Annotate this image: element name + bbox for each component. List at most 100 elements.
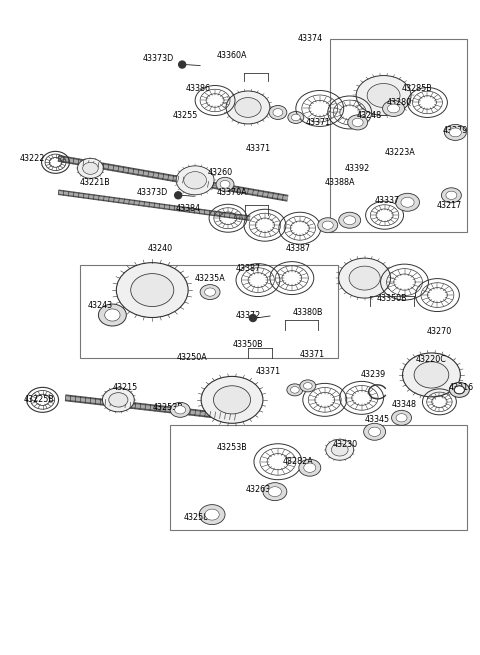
Circle shape [250, 314, 256, 322]
Ellipse shape [442, 188, 461, 203]
Ellipse shape [318, 217, 338, 233]
Ellipse shape [449, 383, 469, 398]
Text: 43371: 43371 [305, 118, 330, 127]
Ellipse shape [269, 105, 287, 119]
Ellipse shape [105, 309, 120, 321]
Text: 43373D: 43373D [137, 188, 168, 196]
Ellipse shape [205, 509, 219, 520]
Ellipse shape [214, 386, 251, 414]
Ellipse shape [344, 216, 356, 225]
Text: 43223A: 43223A [384, 148, 415, 157]
Ellipse shape [303, 383, 312, 389]
Text: 43370A: 43370A [216, 188, 247, 196]
Ellipse shape [449, 128, 461, 137]
Text: 43243: 43243 [88, 301, 113, 310]
Text: 43380B: 43380B [292, 308, 323, 316]
Text: 43215: 43215 [113, 383, 138, 392]
Ellipse shape [291, 114, 300, 121]
Ellipse shape [184, 172, 206, 189]
Ellipse shape [201, 377, 263, 423]
Ellipse shape [339, 258, 391, 298]
Text: 43239: 43239 [361, 370, 386, 379]
Text: 43387: 43387 [235, 263, 261, 272]
Ellipse shape [454, 386, 465, 394]
Ellipse shape [401, 197, 414, 207]
Ellipse shape [290, 386, 299, 393]
Text: 43280: 43280 [387, 98, 412, 107]
Ellipse shape [444, 124, 467, 140]
Text: 43270: 43270 [427, 328, 452, 337]
Text: 43387: 43387 [285, 244, 311, 253]
Ellipse shape [348, 115, 368, 130]
Text: 43217: 43217 [437, 201, 462, 210]
Text: 43384: 43384 [176, 204, 201, 213]
Text: 43337: 43337 [375, 196, 400, 205]
Text: 43392: 43392 [345, 164, 370, 173]
Text: 43222: 43222 [20, 154, 45, 163]
Ellipse shape [392, 410, 411, 425]
Text: 43230: 43230 [332, 440, 357, 449]
Ellipse shape [226, 91, 270, 124]
Ellipse shape [383, 100, 405, 117]
Ellipse shape [109, 392, 128, 407]
Ellipse shape [299, 459, 321, 476]
Text: 43373D: 43373D [143, 54, 174, 63]
Ellipse shape [102, 388, 134, 412]
Ellipse shape [77, 159, 103, 178]
Text: 43220C: 43220C [416, 356, 447, 364]
Ellipse shape [220, 181, 230, 188]
Text: 43255: 43255 [172, 111, 198, 120]
Text: 43388A: 43388A [324, 178, 355, 187]
Text: 43285B: 43285B [402, 84, 433, 93]
Text: 43250A: 43250A [177, 354, 207, 362]
Ellipse shape [387, 104, 399, 113]
Circle shape [179, 61, 186, 68]
Ellipse shape [235, 98, 261, 117]
Ellipse shape [414, 362, 449, 388]
Ellipse shape [396, 414, 407, 422]
Ellipse shape [339, 212, 360, 228]
Ellipse shape [446, 191, 457, 199]
Ellipse shape [326, 440, 354, 460]
Ellipse shape [369, 427, 381, 436]
Ellipse shape [331, 443, 348, 456]
Text: 43371: 43371 [299, 350, 324, 360]
Ellipse shape [263, 483, 287, 500]
Ellipse shape [199, 504, 225, 525]
Ellipse shape [216, 178, 234, 191]
Text: 43350B: 43350B [233, 341, 264, 350]
Text: 43253B: 43253B [216, 443, 247, 452]
Ellipse shape [322, 221, 333, 229]
Ellipse shape [300, 380, 316, 392]
Ellipse shape [170, 402, 190, 417]
Text: 43345: 43345 [365, 415, 390, 424]
Text: 43279: 43279 [443, 126, 468, 135]
Ellipse shape [131, 274, 174, 307]
Text: 43260: 43260 [207, 168, 233, 177]
Text: 43348: 43348 [392, 400, 417, 409]
Text: 43221B: 43221B [80, 178, 111, 187]
Ellipse shape [304, 463, 316, 472]
Ellipse shape [83, 162, 98, 174]
Text: 43386: 43386 [186, 84, 211, 93]
Text: 43360A: 43360A [217, 51, 247, 60]
Text: 43258: 43258 [183, 513, 209, 522]
Ellipse shape [175, 405, 186, 414]
Text: 43253B: 43253B [153, 403, 183, 413]
Ellipse shape [367, 84, 400, 107]
Ellipse shape [352, 119, 363, 126]
Ellipse shape [403, 353, 460, 397]
Text: 43263: 43263 [245, 485, 271, 494]
Text: 43282A: 43282A [282, 457, 313, 466]
Text: 43225B: 43225B [23, 396, 54, 404]
Text: 43248: 43248 [357, 111, 382, 120]
Ellipse shape [204, 288, 216, 296]
Text: 43216: 43216 [449, 383, 474, 392]
Ellipse shape [349, 266, 380, 290]
Ellipse shape [356, 75, 411, 115]
Ellipse shape [98, 304, 126, 326]
Text: 43374: 43374 [297, 34, 323, 43]
Text: 43240: 43240 [148, 244, 173, 253]
Ellipse shape [396, 193, 420, 212]
Ellipse shape [288, 111, 304, 123]
